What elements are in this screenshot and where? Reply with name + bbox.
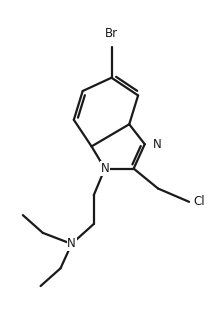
- Text: Cl: Cl: [194, 195, 205, 208]
- Text: N: N: [67, 238, 76, 250]
- Text: N: N: [153, 138, 161, 151]
- Text: Br: Br: [105, 27, 118, 40]
- Text: N: N: [101, 162, 109, 175]
